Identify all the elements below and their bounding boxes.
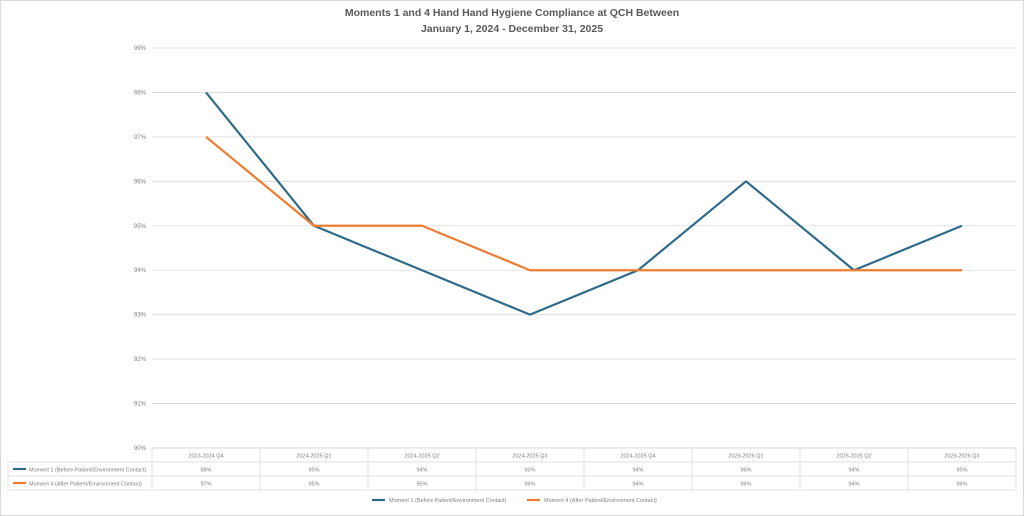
series-line-1 xyxy=(205,91,963,316)
table-value-cell: 94% xyxy=(524,482,535,488)
table-value-cell: 95% xyxy=(308,482,319,488)
table-series-name: Moment 1 (Before Patient/Environment Con… xyxy=(29,468,147,474)
y-tick-label: 97% xyxy=(134,135,147,141)
table-value-cell: 95% xyxy=(956,468,967,474)
table-value-cell: 94% xyxy=(848,482,859,488)
y-tick-label: 98% xyxy=(134,90,147,96)
y-tick-label: 93% xyxy=(134,313,147,319)
x-category-label: 2025-2026 Q2 xyxy=(836,454,871,460)
y-tick-label: 91% xyxy=(134,402,147,408)
x-category-label: 2025-2026 Q3 xyxy=(944,454,979,460)
table-value-cell: 95% xyxy=(308,468,319,474)
table-value-cell: 95% xyxy=(416,482,427,488)
x-category-label: 2025-2026 Q1 xyxy=(728,454,763,460)
table-value-cell: 93% xyxy=(524,468,535,474)
y-tick-label: 94% xyxy=(134,268,147,274)
table-value-cell: 94% xyxy=(956,482,967,488)
x-category-label: 2024-2025 Q1 xyxy=(296,454,331,460)
table-series-name: Moment 4 (After Patient/Environment Cont… xyxy=(29,482,142,488)
y-tick-label: 90% xyxy=(134,446,147,452)
legend-label: Moment 4 (After Patient/Environment Cont… xyxy=(544,498,657,504)
chart-title-line-2: January 1, 2024 - December 31, 2025 xyxy=(420,23,604,35)
x-category-label: 2023-2024 Q4 xyxy=(188,454,223,460)
legend-label: Moment 1 (Before Patient/Environment Con… xyxy=(389,498,507,504)
x-category-label: 2024-2025 Q4 xyxy=(620,454,655,460)
y-tick-label: 95% xyxy=(134,224,147,230)
table-value-cell: 94% xyxy=(632,468,643,474)
x-category-label: 2024-2025 Q2 xyxy=(404,454,439,460)
chart-title: Moments 1 and 4 Hand Hand Hygiene Compli… xyxy=(0,5,1024,37)
chart-title-line-1: Moments 1 and 4 Hand Hand Hygiene Compli… xyxy=(344,7,680,19)
table-value-cell: 94% xyxy=(740,482,751,488)
table-value-cell: 94% xyxy=(416,468,427,474)
y-tick-label: 99% xyxy=(134,46,147,52)
x-category-label: 2024-2025 Q3 xyxy=(512,454,547,460)
table-value-cell: 96% xyxy=(740,468,751,474)
table-value-cell: 94% xyxy=(848,468,859,474)
table-value-cell: 98% xyxy=(200,468,211,474)
series-line-2 xyxy=(205,136,962,272)
table-value-cell: 97% xyxy=(200,482,211,488)
y-tick-label: 92% xyxy=(134,357,147,363)
y-tick-label: 96% xyxy=(134,179,147,185)
table-value-cell: 94% xyxy=(632,482,643,488)
